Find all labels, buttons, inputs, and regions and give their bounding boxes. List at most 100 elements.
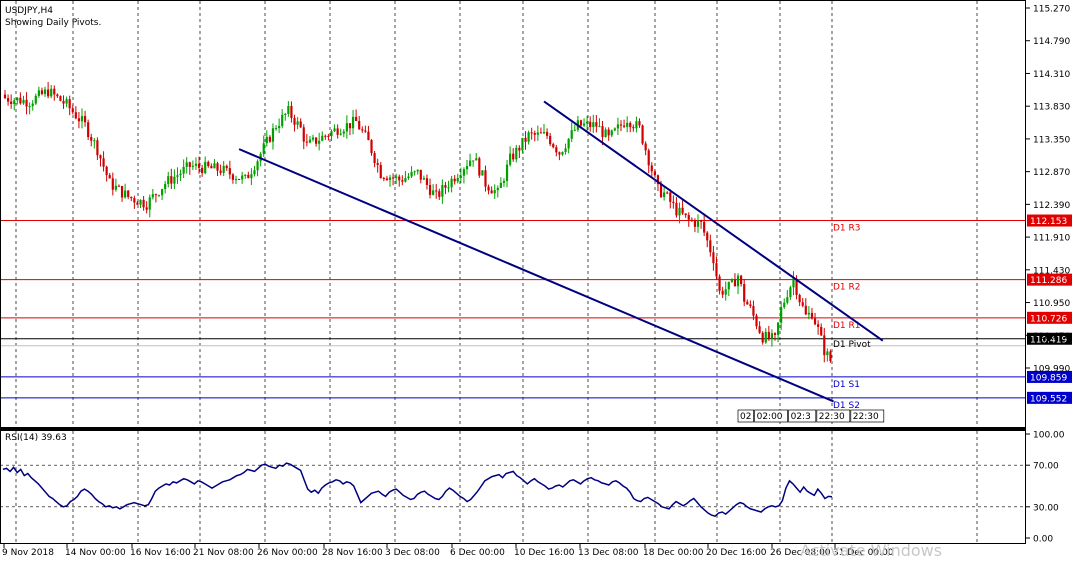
time-tick-label: 18 Dec 00:00 [643, 548, 704, 558]
candle-body [80, 116, 84, 122]
candle-body [512, 153, 515, 160]
candle-body [68, 99, 71, 109]
candle-body [225, 165, 228, 169]
candle-body [509, 153, 512, 165]
candle-body [136, 202, 139, 205]
candle-body [281, 114, 284, 127]
candle-body [481, 170, 484, 176]
rsi-title: RSI(14) 39.63 [5, 433, 67, 443]
candle-body [570, 130, 573, 139]
candle-body [456, 178, 459, 182]
time-tick-label: 3 Dec 08:00 [385, 548, 440, 558]
time-tick-label: 6 Dec 00:00 [450, 548, 505, 558]
session-box [850, 409, 885, 423]
candle-body [650, 165, 653, 172]
candle-body [358, 121, 361, 130]
candle-body [736, 275, 740, 287]
candle-body [413, 171, 416, 173]
resistance-1-price-tag [1027, 214, 1072, 227]
rsi-indicator: 100.00 70.00 30.00 0.00 [0, 431, 1065, 545]
vertical-grid [15, 1, 978, 543]
candle-body [675, 203, 678, 216]
candle-body [151, 194, 154, 198]
candle-body [364, 130, 367, 132]
candle-body [90, 137, 93, 141]
candle-body [185, 162, 188, 167]
candle-body [216, 163, 219, 171]
candle-body [687, 215, 690, 220]
candle-body [56, 94, 59, 97]
candle-body [391, 177, 395, 179]
candle-body [518, 147, 521, 151]
candle-body [256, 161, 259, 171]
candle-body [678, 207, 681, 216]
candle-body [669, 192, 672, 202]
candle-body [142, 199, 145, 208]
candle-body [398, 176, 401, 181]
rsi-tick-label: 0.00 [1033, 535, 1053, 545]
candle-body [47, 89, 50, 97]
candle-body [274, 128, 278, 130]
candle-body [444, 185, 447, 188]
candle-body [549, 135, 552, 145]
candle-body [228, 168, 231, 175]
rsi-tick-label: 100.00 [1033, 431, 1065, 441]
candle-body [622, 125, 626, 127]
candle-body [50, 88, 53, 97]
candle-body [370, 140, 373, 154]
candle-body [305, 141, 308, 143]
support-2-price-tag [1027, 391, 1072, 404]
candle-body [145, 207, 148, 210]
candle-body [302, 127, 305, 142]
support-1-price-tag-text: 109.859 [1030, 373, 1067, 383]
candle-body [71, 108, 74, 113]
price-tick-label: 114.310 [1033, 70, 1070, 80]
candle-body [564, 148, 567, 152]
candle-body [265, 136, 268, 144]
session-box [737, 409, 754, 423]
candle-body [179, 173, 182, 176]
candle-body [601, 126, 604, 138]
candle-body [197, 163, 201, 168]
price-tick-label: 110.950 [1033, 299, 1070, 309]
candle-body [730, 279, 733, 282]
candle-body [262, 143, 265, 154]
time-axis: 9 Nov 2018 14 Nov 00:00 16 Nov 16:00 21 Nov… [2, 544, 894, 558]
candle-body [712, 252, 715, 264]
candle-body [296, 121, 299, 125]
candle-body [478, 158, 481, 176]
candle-body [219, 170, 222, 173]
candle-body [542, 131, 546, 134]
candle-body [441, 185, 444, 197]
support-2-price-tag-text: 109.552 [1030, 394, 1067, 404]
candle-body [207, 161, 210, 167]
candle-body [194, 163, 198, 166]
candle-body [435, 190, 438, 192]
candle-body [234, 179, 238, 181]
candle-body [355, 116, 358, 122]
candle-body [555, 147, 558, 153]
candle-body [755, 315, 758, 327]
session-label: 22:30 [819, 412, 845, 422]
candle-body [376, 163, 379, 165]
candle-body [505, 164, 509, 181]
candle-body [462, 169, 466, 176]
candle-body [820, 326, 823, 336]
candle-body [715, 263, 718, 277]
candle-body [493, 190, 496, 194]
candle-body [468, 160, 472, 166]
candle-body [117, 185, 121, 187]
resistance-2-price-tag [1027, 273, 1072, 286]
candle-body [521, 137, 524, 151]
candle-body [783, 302, 786, 308]
candle-body [345, 123, 348, 132]
candle-body [271, 128, 275, 142]
candle-body [684, 213, 687, 216]
candle-body [308, 139, 312, 143]
candle-body [25, 99, 28, 107]
candle-body [663, 192, 666, 198]
candle-body [666, 192, 669, 194]
candle-body [641, 125, 644, 144]
candle-body [743, 284, 746, 302]
trendline-2 [543, 100, 884, 342]
